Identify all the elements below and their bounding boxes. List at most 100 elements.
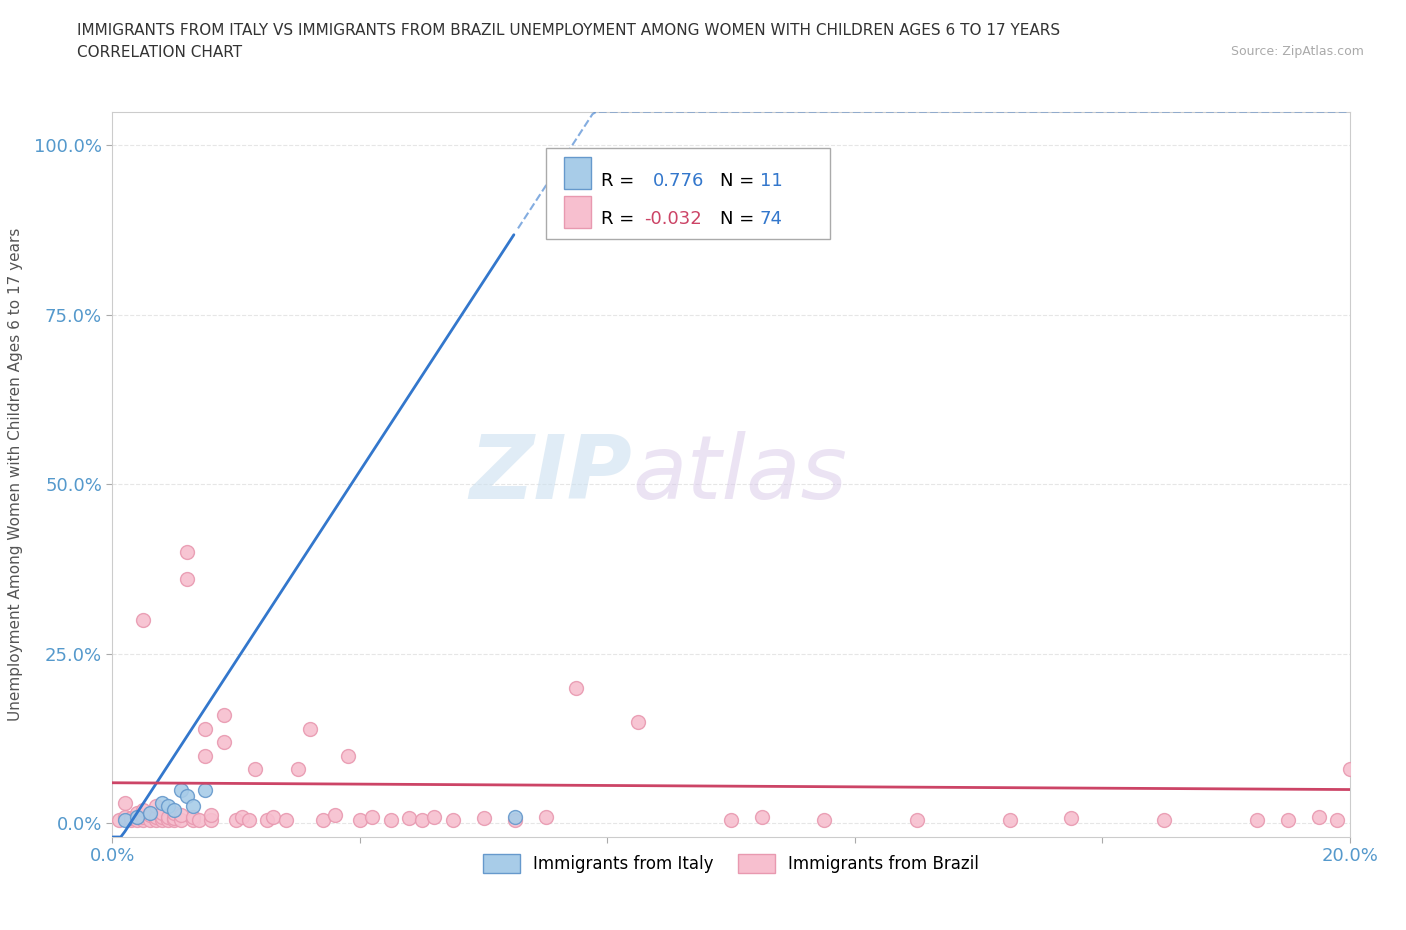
Point (107, 813, 129, 828)
FancyBboxPatch shape (564, 157, 592, 189)
Point (287, 762, 309, 777)
Point (127, 805, 149, 820)
Point (336, 749, 359, 764)
Point (176, 572, 198, 587)
Text: Source: ZipAtlas.com: Source: ZipAtlas.com (1230, 45, 1364, 58)
Point (472, 811, 495, 826)
Point (423, 809, 446, 824)
Point (380, 813, 402, 828)
Point (813, 813, 835, 828)
Point (188, 813, 211, 828)
Point (274, 813, 297, 828)
Point (441, 813, 464, 828)
Text: atlas: atlas (633, 432, 846, 517)
Point (138, 808, 160, 823)
Point (194, 782, 217, 797)
Point (1277, 813, 1299, 828)
Point (299, 721, 322, 736)
Point (120, 813, 142, 828)
Point (163, 813, 186, 828)
Point (176, 789, 198, 804)
Point (1153, 813, 1175, 828)
Point (627, 714, 650, 729)
Point (132, 613, 155, 628)
Point (398, 811, 420, 826)
Point (150, 796, 173, 811)
Point (1326, 813, 1348, 828)
Point (212, 735, 235, 750)
Point (150, 809, 173, 824)
Point (905, 813, 928, 828)
Point (349, 813, 371, 828)
Point (138, 805, 160, 820)
Point (1308, 809, 1330, 824)
Text: R =: R = (602, 172, 634, 190)
FancyBboxPatch shape (546, 148, 830, 239)
Point (262, 809, 284, 824)
Point (127, 809, 149, 824)
Text: N =: N = (720, 172, 754, 190)
Point (1246, 813, 1268, 828)
Point (150, 805, 173, 820)
Point (256, 813, 278, 828)
Text: IMMIGRANTS FROM ITALY VS IMMIGRANTS FROM BRAZIL UNEMPLOYMENT AMONG WOMEN WITH CH: IMMIGRANTS FROM ITALY VS IMMIGRANTS FROM… (77, 23, 1060, 38)
Point (163, 803, 186, 817)
Point (114, 809, 136, 824)
Point (127, 809, 149, 824)
Text: R =: R = (602, 209, 634, 228)
Point (157, 813, 180, 828)
Point (181, 813, 204, 828)
Point (114, 813, 136, 828)
Point (212, 708, 235, 723)
Point (145, 799, 167, 814)
Point (411, 813, 433, 828)
FancyBboxPatch shape (564, 195, 592, 228)
Text: 74: 74 (759, 209, 783, 228)
Point (231, 809, 253, 824)
Legend: Immigrants from Italy, Immigrants from Brazil: Immigrants from Italy, Immigrants from B… (477, 847, 986, 880)
Point (503, 809, 526, 824)
Point (145, 813, 167, 828)
Point (565, 681, 588, 696)
Point (194, 749, 217, 764)
Point (1060, 811, 1083, 826)
Point (751, 809, 773, 824)
Point (534, 809, 557, 824)
Point (132, 803, 155, 817)
Point (238, 813, 260, 828)
Text: -0.032: -0.032 (644, 209, 702, 228)
Point (200, 808, 222, 823)
Point (157, 809, 180, 824)
Point (181, 799, 204, 814)
Point (200, 813, 222, 828)
Point (120, 811, 142, 826)
Text: 11: 11 (759, 172, 782, 190)
Point (503, 813, 526, 828)
Point (145, 809, 167, 824)
Point (163, 811, 186, 826)
Text: N =: N = (720, 209, 754, 228)
Point (169, 808, 191, 823)
Point (176, 545, 198, 560)
Point (169, 813, 191, 828)
Point (150, 813, 173, 828)
Text: 0.776: 0.776 (654, 172, 704, 190)
Point (361, 809, 384, 824)
Point (243, 762, 266, 777)
Point (323, 808, 346, 823)
Point (169, 782, 191, 797)
Point (225, 813, 247, 828)
Point (312, 813, 335, 828)
Point (998, 813, 1021, 828)
Y-axis label: Unemployment Among Women with Children Ages 6 to 17 years: Unemployment Among Women with Children A… (8, 228, 22, 721)
Point (132, 809, 155, 824)
Text: CORRELATION CHART: CORRELATION CHART (77, 45, 242, 60)
Point (194, 721, 217, 736)
Point (138, 813, 160, 828)
Point (181, 809, 204, 824)
Point (114, 796, 136, 811)
Point (157, 799, 180, 814)
Point (127, 813, 149, 828)
Point (1339, 762, 1361, 777)
Point (163, 805, 186, 820)
